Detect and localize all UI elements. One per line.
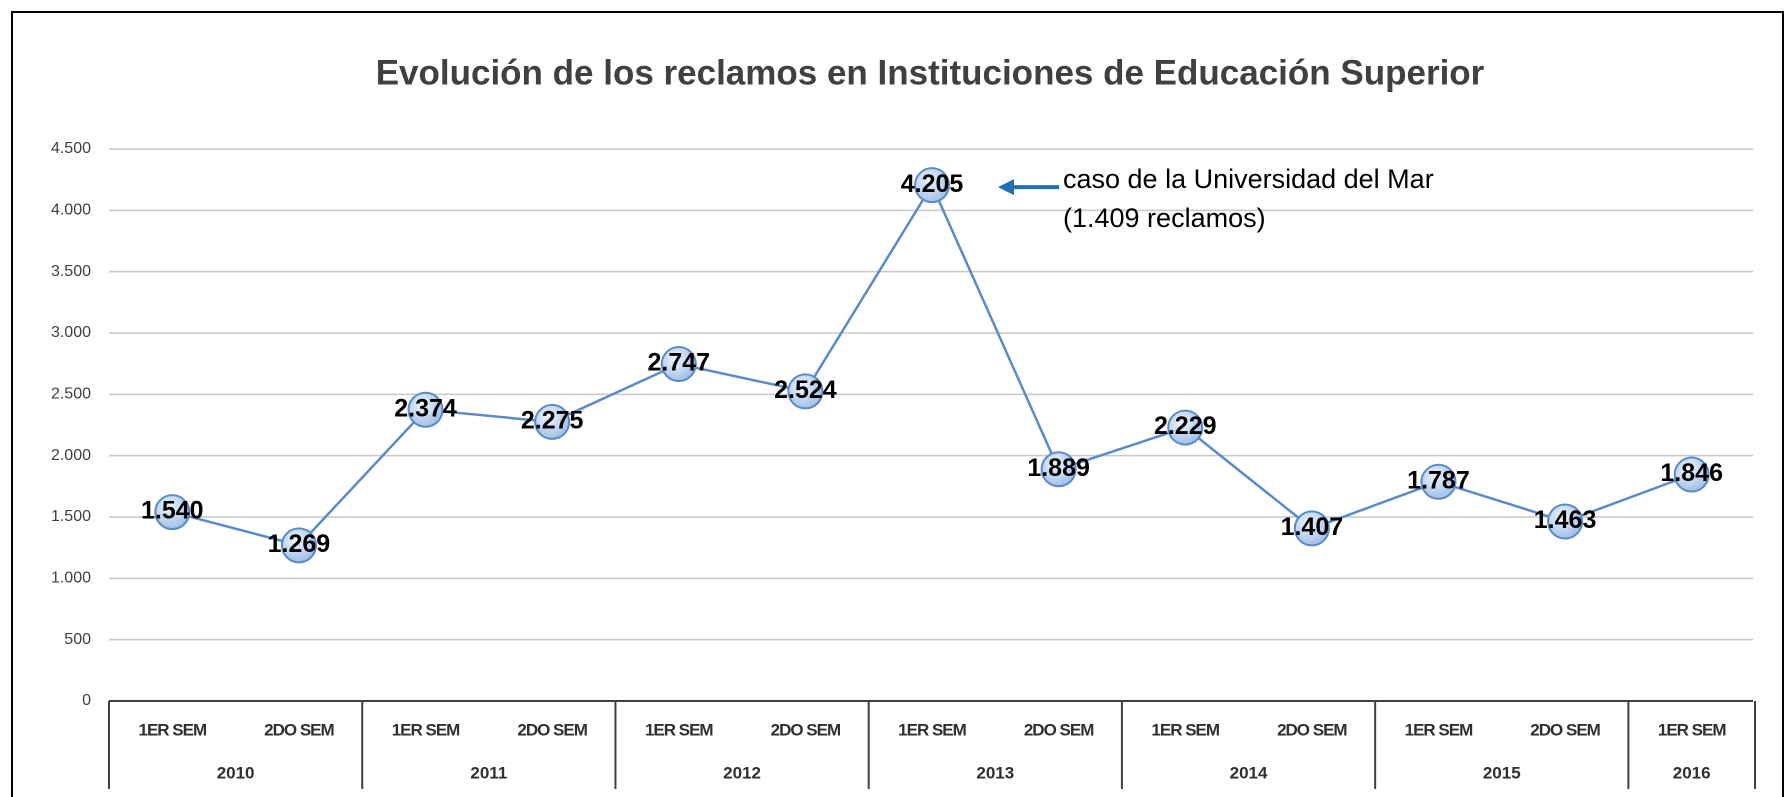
marker	[1293, 510, 1330, 547]
marker	[660, 346, 697, 383]
data-label: 2.524	[774, 376, 837, 404]
data-label: 2.747	[647, 349, 710, 377]
x-group-label: 2013	[976, 763, 1014, 782]
data-label: 1.269	[268, 530, 331, 558]
marker	[280, 527, 317, 564]
x-group-label: 2014	[1230, 763, 1268, 782]
x-tick-label: 2DO SEM	[771, 720, 841, 739]
marker	[1420, 463, 1457, 500]
data-label: 4.205	[901, 170, 964, 198]
x-group-label: 2012	[723, 763, 761, 782]
x-group-label: 2015	[1483, 763, 1521, 782]
y-tick-label: 2.500	[51, 386, 91, 403]
x-tick-label: 2DO SEM	[1024, 720, 1094, 739]
marker	[154, 494, 191, 531]
data-label: 2.275	[521, 407, 584, 435]
x-tick-label: 1ER SEM	[645, 720, 713, 739]
x-group-label: 2010	[217, 763, 255, 782]
data-label: 1.540	[141, 497, 204, 525]
y-tick-label: 4.500	[51, 140, 91, 157]
marker	[1040, 451, 1077, 488]
x-group-label: 2016	[1673, 763, 1711, 782]
x-tick-label: 1ER SEM	[898, 720, 966, 739]
data-label: 1.846	[1660, 459, 1723, 487]
x-tick-label: 1ER SEM	[1405, 720, 1473, 739]
marker	[534, 403, 571, 440]
data-label: 1.889	[1027, 454, 1090, 482]
data-label: 1.407	[1281, 513, 1344, 541]
x-tick-label: 2DO SEM	[517, 720, 587, 739]
x-tick-label: 1ER SEM	[392, 720, 460, 739]
x-tick-label: 1ER SEM	[1658, 720, 1726, 739]
y-tick-label: 500	[64, 631, 91, 648]
data-label: 1.787	[1407, 466, 1470, 494]
marker	[914, 167, 950, 204]
data-label: 1.463	[1534, 506, 1597, 534]
y-tick-label: 3.500	[51, 263, 91, 280]
x-tick-label: 1ER SEM	[1151, 720, 1219, 739]
marker	[1547, 503, 1584, 540]
y-tick-label: 3.000	[51, 324, 91, 341]
x-tick-label: 2DO SEM	[1277, 720, 1347, 739]
x-group-label: 2011	[470, 763, 507, 782]
marker	[787, 373, 824, 410]
annotation-text: (1.409 reclamos)	[1063, 203, 1266, 233]
marker	[407, 391, 444, 428]
annotation-text: caso de la Universidad del Mar	[1063, 164, 1434, 194]
marker	[1673, 456, 1710, 493]
y-tick-label: 1.000	[51, 570, 91, 587]
y-tick-label: 1.500	[51, 508, 91, 525]
chart-border	[11, 11, 1784, 797]
data-label: 2.229	[1154, 412, 1217, 440]
y-tick-label: 4.000	[51, 202, 91, 219]
x-tick-label: 2DO SEM	[1530, 720, 1600, 739]
chart-title: Evolución de los reclamos en Institucion…	[376, 53, 1485, 92]
data-label: 2.374	[394, 394, 457, 422]
marker	[1167, 409, 1204, 446]
y-tick-label: 2.000	[51, 447, 91, 464]
y-tick-label: 0	[82, 692, 91, 709]
x-tick-label: 2DO SEM	[264, 720, 334, 739]
annotation-arrowhead	[998, 179, 1014, 196]
x-tick-label: 1ER SEM	[138, 720, 206, 739]
